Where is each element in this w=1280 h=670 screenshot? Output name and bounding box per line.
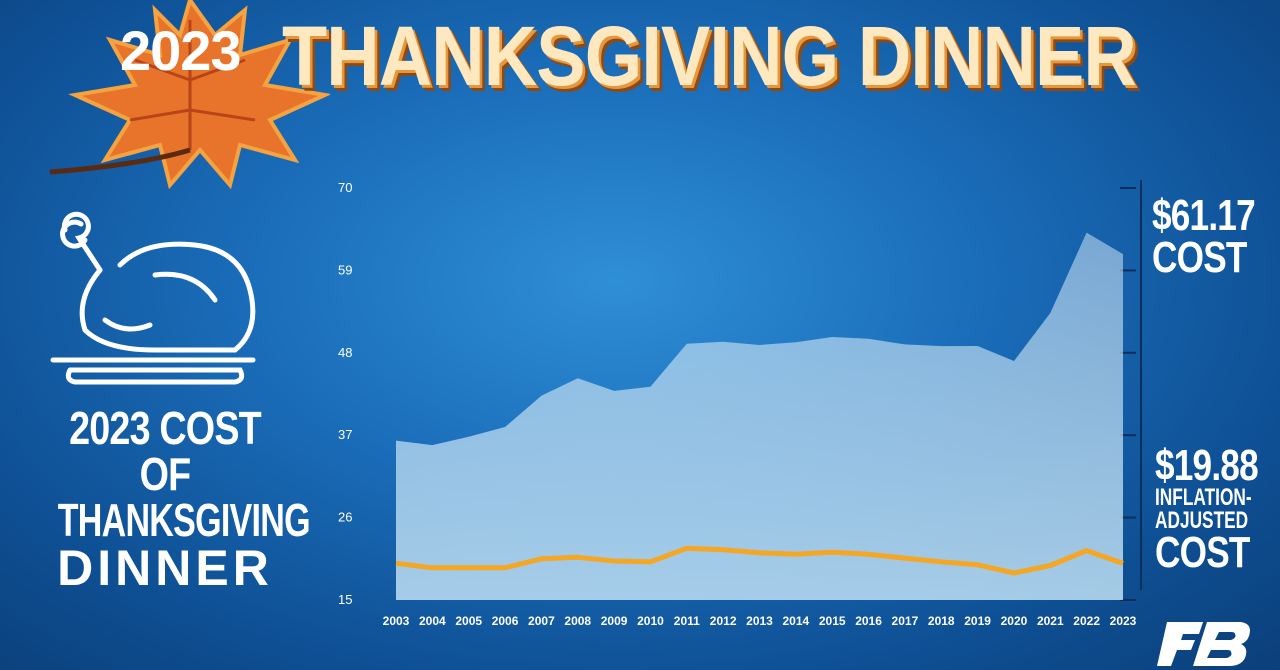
- x-tick-label: 2012: [710, 614, 737, 628]
- x-tick-label: 2009: [601, 614, 628, 628]
- farm-bureau-logo-icon: [1157, 622, 1250, 666]
- caption-line-2: THANKSGIVING: [57, 494, 311, 546]
- x-tick-label: 2021: [1037, 614, 1064, 628]
- x-tick-label: 2015: [819, 614, 846, 628]
- x-tick-label: 2013: [746, 614, 773, 628]
- inflation-adjusted-line: [395, 545, 1124, 576]
- cost-annotation: $61.17 COST: [1152, 191, 1270, 282]
- x-tick-label: 2017: [892, 614, 919, 628]
- page-title: THANKSGIVING DINNER: [282, 9, 1137, 103]
- adjusted-label-1: INFLATION-: [1155, 483, 1252, 511]
- x-tick-label: 2007: [528, 614, 555, 628]
- roast-turkey-icon: [50, 211, 256, 385]
- x-tick-label: 2023: [1110, 614, 1137, 628]
- caption-line-1: 2023 COST OF: [69, 402, 262, 500]
- x-tick-label: 2008: [564, 614, 591, 628]
- adjusted-value: $19.88: [1155, 441, 1259, 490]
- adjusted-annotation: $19.88 INFLATION- ADJUSTED COST: [1155, 441, 1270, 578]
- x-tick-label: 2019: [964, 614, 991, 628]
- left-caption: 2023 COST OF THANKSGIVING DINNER: [20, 405, 310, 593]
- caption-line-3: DINNER: [57, 540, 273, 596]
- cost-value: $61.17: [1152, 191, 1256, 240]
- x-tick-label: 2020: [1001, 614, 1028, 628]
- cost-label: COST: [1152, 232, 1247, 282]
- y-tick-label: 37: [338, 427, 352, 442]
- y-tick-label: 48: [338, 345, 352, 360]
- maple-leaf-icon: [49, 0, 330, 190]
- x-tick-label: 2003: [383, 614, 410, 628]
- x-tick-label: 2022: [1073, 614, 1100, 628]
- x-tick-label: 2010: [637, 614, 664, 628]
- annotation-divider: [1140, 180, 1142, 590]
- x-tick-label: 2011: [674, 614, 700, 628]
- y-tick-label: 59: [338, 262, 352, 277]
- y-tick-label: 26: [338, 510, 352, 525]
- y-axis-ticks: 15 26 37 48 59 70: [338, 180, 352, 607]
- x-tick-label: 2016: [855, 614, 882, 628]
- x-tick-label: 2014: [782, 614, 809, 628]
- title-year: 2023: [120, 19, 242, 82]
- x-axis-ticks: 2003 2004 2005 2006 2007 2008 2009 2010 2011 2012…: [383, 614, 1137, 628]
- adjusted-label-2: ADJUSTED: [1155, 506, 1249, 534]
- nominal-cost-area: [396, 232, 1123, 600]
- adjusted-label-3: COST: [1155, 528, 1250, 578]
- x-tick-label: 2006: [492, 614, 519, 628]
- y-tick-label: 70: [338, 180, 352, 195]
- y-tick-label: 15: [338, 592, 352, 607]
- x-tick-label: 2004: [419, 614, 446, 628]
- x-tick-label: 2018: [928, 614, 955, 628]
- x-tick-label: 2005: [455, 614, 482, 628]
